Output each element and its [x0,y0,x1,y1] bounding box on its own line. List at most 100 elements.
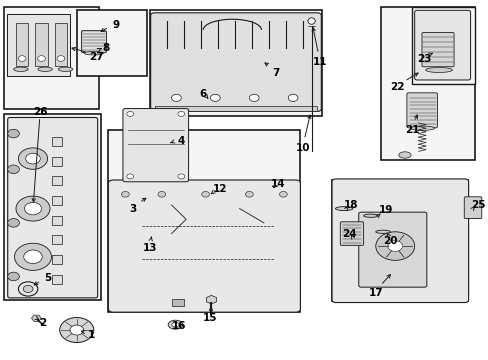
Text: 5: 5 [44,273,51,283]
Text: 12: 12 [212,184,227,194]
Bar [52,255,62,264]
Bar [411,7,474,84]
Text: 15: 15 [203,312,217,323]
Bar [52,157,62,166]
Bar [55,23,67,66]
Bar [380,7,474,160]
Circle shape [171,94,181,102]
Bar [16,23,28,66]
Ellipse shape [335,207,352,211]
Bar [52,235,62,244]
Circle shape [8,272,20,281]
Bar [52,137,62,146]
Text: 14: 14 [271,179,285,189]
Text: 3: 3 [129,203,136,213]
Circle shape [375,232,414,260]
FancyBboxPatch shape [406,93,437,128]
Text: 4: 4 [177,136,184,146]
Ellipse shape [14,67,28,71]
Ellipse shape [168,320,183,329]
Bar [108,130,300,312]
Bar [52,216,62,225]
FancyBboxPatch shape [421,32,453,67]
Bar [52,275,62,284]
FancyBboxPatch shape [8,117,98,298]
Circle shape [8,129,20,138]
Circle shape [201,192,209,197]
Text: 24: 24 [341,229,356,239]
Text: 8: 8 [102,43,109,53]
Bar [171,298,183,306]
Bar [52,176,62,185]
Bar [4,114,101,300]
Text: 20: 20 [382,236,397,246]
Bar [77,10,147,76]
Circle shape [8,165,20,174]
Circle shape [121,192,129,197]
Circle shape [8,219,20,227]
FancyBboxPatch shape [150,13,321,111]
Text: 22: 22 [389,82,404,92]
Ellipse shape [398,152,410,158]
Circle shape [287,94,297,102]
Text: 6: 6 [199,89,206,99]
Circle shape [23,285,33,293]
Circle shape [387,241,402,251]
FancyBboxPatch shape [358,212,426,287]
Text: 16: 16 [171,321,186,332]
Ellipse shape [375,230,389,233]
Ellipse shape [307,18,315,24]
FancyBboxPatch shape [122,109,188,182]
FancyBboxPatch shape [340,222,363,246]
FancyBboxPatch shape [81,31,106,53]
Ellipse shape [409,126,434,130]
Ellipse shape [38,67,52,71]
FancyBboxPatch shape [331,179,468,302]
Bar [35,23,47,66]
Ellipse shape [84,51,103,55]
Bar [7,14,70,76]
Circle shape [57,56,65,62]
Bar [154,106,317,111]
Circle shape [126,111,133,116]
Circle shape [126,174,133,179]
Circle shape [178,174,184,179]
Text: 17: 17 [368,288,382,297]
Text: 1: 1 [87,330,95,341]
Circle shape [15,243,51,270]
Text: 25: 25 [469,200,484,210]
Text: 18: 18 [344,200,358,210]
Circle shape [178,111,184,116]
Bar [331,180,467,301]
Bar [149,10,322,116]
Circle shape [26,153,40,164]
Text: 10: 10 [295,143,309,153]
Ellipse shape [425,67,451,72]
Circle shape [60,318,94,342]
Ellipse shape [171,323,179,327]
Text: 11: 11 [312,57,326,67]
Circle shape [245,192,253,197]
Text: 23: 23 [416,54,431,64]
FancyBboxPatch shape [463,197,481,219]
Bar [52,196,62,205]
Circle shape [279,192,287,197]
FancyBboxPatch shape [108,180,300,312]
Circle shape [210,94,220,102]
Circle shape [70,325,83,335]
Text: 2: 2 [39,318,46,328]
Text: 21: 21 [404,125,419,135]
Circle shape [19,148,47,169]
Ellipse shape [58,67,73,71]
Circle shape [158,192,165,197]
Text: 13: 13 [142,243,157,253]
Circle shape [38,56,45,62]
Text: 19: 19 [378,205,392,215]
Circle shape [16,196,50,221]
Text: 26: 26 [33,107,47,117]
Text: 27: 27 [89,52,103,62]
Ellipse shape [363,214,377,217]
Text: 7: 7 [272,68,279,78]
Circle shape [18,56,26,62]
Text: 9: 9 [112,19,119,30]
